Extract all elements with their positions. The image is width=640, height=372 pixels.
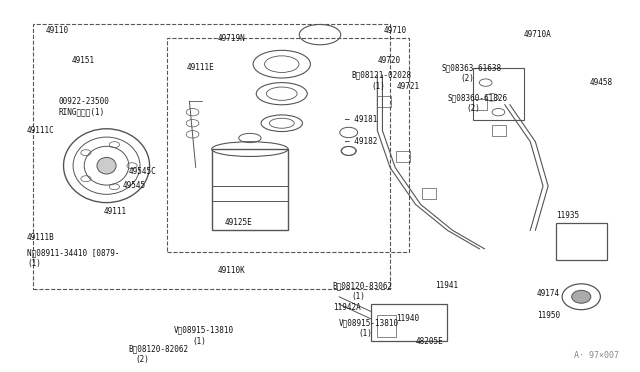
Text: 49110K: 49110K <box>218 266 246 275</box>
Bar <box>556 223 607 260</box>
Text: B）08120-82062: B）08120-82062 <box>129 344 189 353</box>
Text: (1): (1) <box>371 82 385 91</box>
Text: (1): (1) <box>193 337 207 346</box>
Text: — 49181: — 49181 <box>346 115 378 124</box>
Text: 49545: 49545 <box>122 182 145 190</box>
Bar <box>473 68 524 119</box>
Text: RINGリング(1): RINGリング(1) <box>59 108 105 117</box>
Text: (2): (2) <box>467 104 481 113</box>
Text: 00922-23500: 00922-23500 <box>59 97 109 106</box>
Text: 11950: 11950 <box>537 311 560 320</box>
Text: S）08363-61638: S）08363-61638 <box>441 63 501 72</box>
Text: V）08915-13810: V）08915-13810 <box>173 326 234 334</box>
Text: (1): (1) <box>352 292 365 301</box>
Text: 49111C: 49111C <box>27 126 54 135</box>
Text: — 49182: — 49182 <box>346 137 378 146</box>
Bar <box>422 188 436 199</box>
Text: N）08911-34410 [0879-: N）08911-34410 [0879- <box>27 248 120 257</box>
Bar <box>167 38 409 253</box>
Text: 49111B: 49111B <box>27 233 54 242</box>
Bar <box>378 96 392 107</box>
Text: (2): (2) <box>135 355 149 364</box>
Bar <box>371 304 447 341</box>
Text: 49710: 49710 <box>384 26 407 35</box>
Text: 49111E: 49111E <box>186 63 214 72</box>
Text: 49458: 49458 <box>590 78 613 87</box>
Text: 49721: 49721 <box>396 82 420 91</box>
Text: 49110: 49110 <box>46 26 69 35</box>
Text: 49151: 49151 <box>72 56 95 65</box>
Text: A· 97×007: A· 97×007 <box>575 350 620 359</box>
Ellipse shape <box>572 290 591 303</box>
Bar <box>378 315 396 337</box>
Bar <box>212 149 288 230</box>
Text: (1): (1) <box>358 329 372 338</box>
Text: V）08915-13810: V）08915-13810 <box>339 318 399 327</box>
Text: 49125E: 49125E <box>225 218 252 227</box>
Bar <box>473 99 487 110</box>
Text: S）08360-61826: S）08360-61826 <box>447 93 508 102</box>
Text: 49710A: 49710A <box>524 30 552 39</box>
Bar <box>33 23 390 289</box>
Text: (1): (1) <box>27 259 41 268</box>
Text: 49719N: 49719N <box>218 34 246 43</box>
Bar <box>396 151 410 162</box>
Text: 11941: 11941 <box>435 281 458 290</box>
Text: 49720: 49720 <box>378 56 401 65</box>
Text: 11942A: 11942A <box>333 303 360 312</box>
Text: B）08120-83062: B）08120-83062 <box>333 281 393 290</box>
Text: 48205E: 48205E <box>415 337 444 346</box>
Text: 11940: 11940 <box>396 314 420 323</box>
Text: 49111: 49111 <box>103 207 127 217</box>
Text: 11935: 11935 <box>556 211 579 220</box>
Text: 49174: 49174 <box>537 289 560 298</box>
Text: 49545C: 49545C <box>129 167 157 176</box>
Bar <box>492 125 506 136</box>
Text: (2): (2) <box>460 74 474 83</box>
Ellipse shape <box>97 157 116 174</box>
Text: B）08121-02028: B）08121-02028 <box>352 71 412 80</box>
